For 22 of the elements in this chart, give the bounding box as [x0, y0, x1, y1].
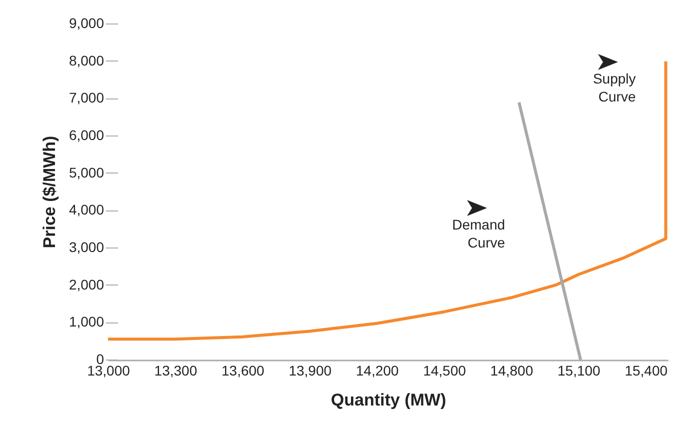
y-tick-label: 8,000 — [68, 52, 104, 68]
y-tick-label: 9,000 — [68, 15, 104, 31]
y-tick-label: 6,000 — [68, 127, 104, 143]
y-tick-label: 5,000 — [68, 164, 104, 180]
text: Demand Curve — [452, 216, 506, 250]
line-series — [106, 60, 668, 341]
x-tick-label: 13,900 — [288, 362, 332, 378]
y-tick-label: 2,000 — [68, 276, 104, 292]
x-axis-title: Quantity (MW) — [330, 390, 446, 410]
y-tick-label: 1,000 — [68, 314, 104, 330]
y-tick-label: 7,000 — [68, 90, 104, 106]
x-tick-label: 14,200 — [356, 362, 399, 378]
x-tick-label: 13,300 — [154, 362, 198, 378]
y-axis-title: Price ($/MWh) — [40, 136, 59, 248]
x-tick-label: 13,600 — [221, 362, 265, 378]
x-tick-label: 15,100 — [557, 362, 601, 378]
text: Supply Curve — [592, 70, 636, 104]
y-tick-label: 3,000 — [68, 239, 104, 255]
y-tick-label: 4,000 — [68, 202, 104, 218]
x-tick-label: 14,500 — [423, 362, 466, 378]
x-tick-label: 15,400 — [624, 362, 668, 378]
x-tick-label: 14,800 — [490, 362, 534, 378]
